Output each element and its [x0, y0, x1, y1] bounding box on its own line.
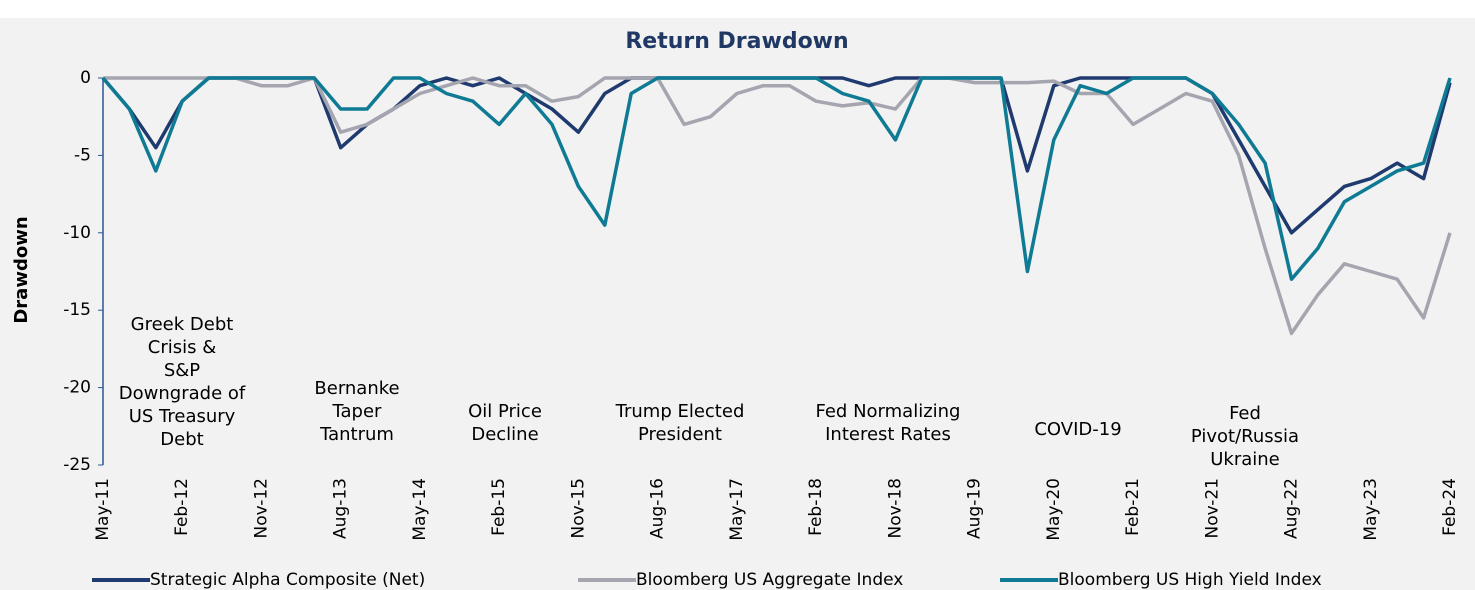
- x-tick-label: Feb-21: [1123, 478, 1143, 536]
- annotation: Trump Elected: [615, 401, 745, 422]
- x-tick-label: Feb-15: [489, 478, 509, 536]
- legend-label: Strategic Alpha Composite (Net): [150, 570, 425, 590]
- chart-title: Return Drawdown: [625, 29, 848, 54]
- annotation: Greek Debt: [131, 314, 234, 335]
- annotation: Fed: [1229, 403, 1261, 424]
- annotation: Interest Rates: [825, 424, 951, 445]
- annotation: Downgrade of: [119, 383, 246, 404]
- x-tick-label: Aug-22: [1282, 478, 1302, 539]
- annotation: Fed Normalizing: [815, 401, 960, 422]
- annotation: Decline: [471, 424, 538, 445]
- legend-label: Bloomberg US Aggregate Index: [636, 570, 903, 590]
- y-tick-label: -25: [63, 455, 91, 475]
- annotation: Crisis &: [148, 337, 216, 358]
- x-tick-label: Feb-12: [172, 478, 192, 536]
- x-tick-label: May-11: [93, 478, 113, 541]
- annotation: Debt: [160, 429, 203, 450]
- x-tick-label: Aug-13: [331, 478, 351, 539]
- x-tick-label: Feb-18: [806, 478, 826, 536]
- x-tick-label: Nov-15: [568, 478, 588, 539]
- series-line: [101, 76, 1452, 281]
- annotation: Pivot/Russia: [1191, 426, 1299, 447]
- x-tick-label: May-17: [727, 478, 747, 541]
- x-tick-label: Nov-18: [885, 478, 905, 539]
- annotation: S&P: [164, 360, 200, 381]
- x-tick-label: May-20: [1044, 478, 1064, 541]
- x-tick-label: Aug-16: [648, 478, 668, 539]
- y-axis-label: Drawdown: [11, 216, 32, 323]
- x-tick-label: Aug-19: [965, 478, 985, 539]
- annotation: US Treasury: [129, 406, 236, 427]
- y-tick-label: 0: [80, 68, 91, 88]
- x-tick-label: May-23: [1361, 478, 1381, 541]
- annotation: Tantrum: [319, 424, 394, 445]
- legend-label: Bloomberg US High Yield Index: [1058, 570, 1322, 590]
- y-tick-label: -5: [74, 145, 91, 165]
- y-tick-label: -15: [63, 300, 91, 320]
- annotation: Bernanke: [314, 378, 399, 399]
- y-tick-label: -10: [63, 223, 91, 243]
- annotation: Taper: [332, 401, 383, 422]
- x-tick-label: Nov-12: [251, 478, 271, 539]
- annotation: President: [638, 424, 722, 445]
- annotation: Ukraine: [1210, 449, 1280, 470]
- series-line: [103, 76, 1452, 336]
- x-tick-label: Nov-21: [1202, 478, 1222, 539]
- y-tick-label: -20: [63, 378, 91, 398]
- annotation: COVID-19: [1034, 419, 1121, 440]
- x-tick-label: May-14: [410, 478, 430, 541]
- x-tick-label: Feb-24: [1440, 478, 1460, 536]
- annotation: Oil Price: [468, 401, 542, 422]
